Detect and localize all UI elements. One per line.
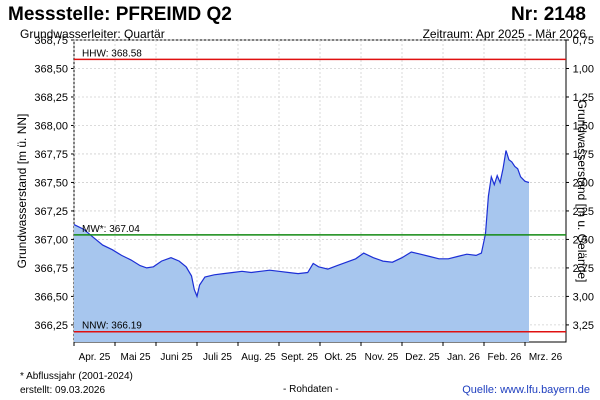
- groundwater-area: [74, 150, 529, 342]
- footnote: * Abflussjahr (2001-2024): [20, 371, 133, 382]
- y-tick-label: 367,00: [34, 234, 68, 246]
- y-axis-title: Grundwasserstand [m ü. NN]: [15, 114, 29, 269]
- y2-tick-label: 0,75: [573, 35, 594, 47]
- y2-tick-label: 1,25: [573, 92, 594, 104]
- y-tick-label: 366,50: [34, 291, 68, 303]
- station-title: Messstelle: PFREIMD Q2: [8, 4, 232, 25]
- station-number: Nr: 2148: [511, 4, 586, 25]
- x-tick-label: Apr. 25: [79, 352, 111, 363]
- created-date: erstellt: 09.03.2026: [20, 385, 106, 396]
- raw-data-note: - Rohdaten -: [283, 384, 339, 395]
- x-tick-label: Sept. 25: [281, 352, 319, 363]
- x-tick-label: Juli 25: [203, 352, 232, 363]
- source-link[interactable]: Quelle: www.lfu.bayern.de: [462, 384, 590, 396]
- y-tick-label: 368,75: [34, 35, 68, 47]
- y-tick-label: 366,25: [34, 320, 68, 332]
- hhw-label: HHW: 368.58: [82, 48, 142, 59]
- y2-tick-label: 1,00: [573, 63, 594, 75]
- period-label: Zeitraum: Apr 2025 - Mär 2026: [422, 27, 586, 41]
- x-tick-label: Juni 25: [160, 352, 193, 363]
- mw-label: MW*: 367.04: [82, 224, 140, 235]
- y2-tick-label: 1,50: [573, 120, 594, 132]
- x-tick-label: Mrz. 26: [529, 352, 563, 363]
- y2-tick-label: 2,00: [573, 177, 594, 189]
- y2-tick-label: 3,25: [573, 320, 594, 332]
- y-tick-label: 368,00: [34, 120, 68, 132]
- x-tick-label: Nov. 25: [365, 352, 399, 363]
- x-tick-label: Mai 25: [120, 352, 150, 363]
- x-tick-label: Okt. 25: [324, 352, 357, 363]
- x-tick-label: Aug. 25: [241, 352, 276, 363]
- y-tick-label: 368,50: [34, 63, 68, 75]
- y-tick-label: 367,50: [34, 177, 68, 189]
- nnw-label: NNW: 366.19: [82, 321, 142, 332]
- y2-tick-label: 2,25: [573, 206, 594, 218]
- y2-tick-label: 1,75: [573, 149, 594, 161]
- y-tick-label: 368,25: [34, 92, 68, 104]
- y2-axis-title: Grundwasserstand [m u. Gelände]: [575, 100, 589, 283]
- aquifer-label: Grundwasserleiter: Quartär: [20, 27, 165, 41]
- y2-tick-label: 3,00: [573, 291, 594, 303]
- x-tick-label: Jan. 26: [447, 352, 480, 363]
- groundwater-line: [73, 150, 530, 299]
- x-tick-label: Feb. 26: [488, 352, 522, 363]
- y2-tick-label: 2,75: [573, 263, 594, 275]
- y2-tick-label: 2,50: [573, 234, 594, 246]
- x-tick-label: Dez. 25: [405, 352, 440, 363]
- y-tick-label: 367,75: [34, 149, 68, 161]
- y-tick-label: 366,75: [34, 263, 68, 275]
- y-tick-label: 367,25: [34, 206, 68, 218]
